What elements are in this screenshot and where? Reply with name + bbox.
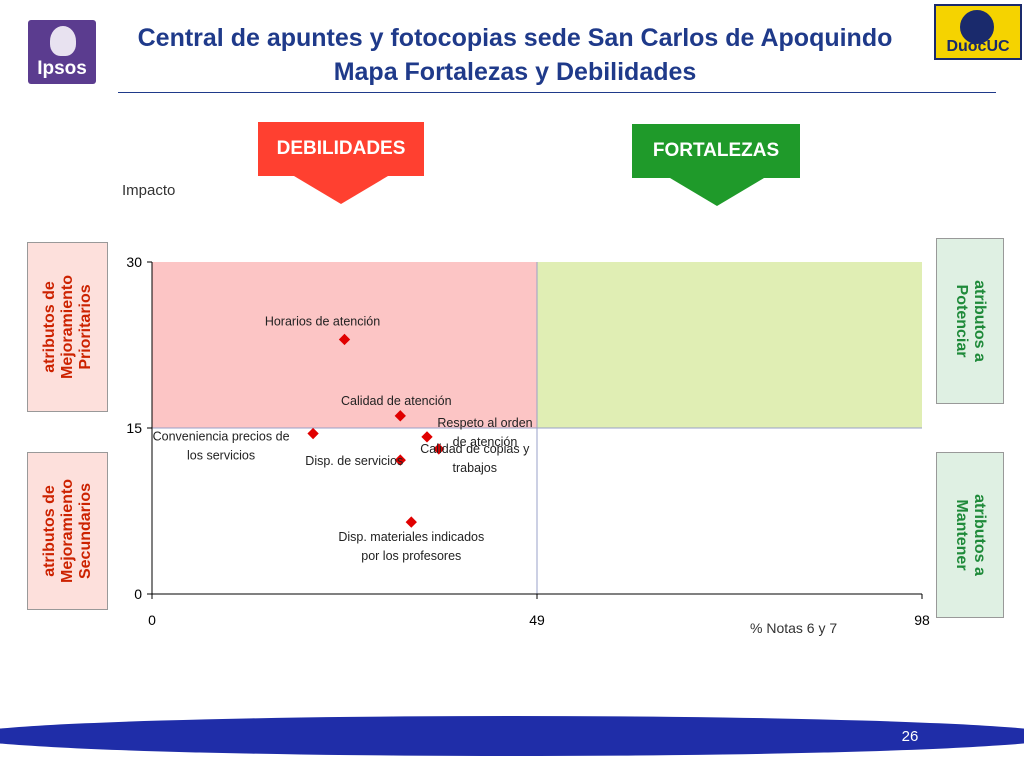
fortalezas-arrow-icon	[670, 178, 764, 206]
data-label: Respeto al orden de atención	[437, 416, 532, 449]
y-tick-label: 30	[126, 254, 142, 270]
x-tick-label: 49	[529, 612, 545, 628]
data-point	[421, 431, 433, 443]
x-axis-title: % Notas 6 y 7	[750, 620, 838, 636]
debilidades-arrow-icon	[294, 176, 388, 204]
data-point	[433, 443, 445, 455]
data-point	[394, 454, 406, 466]
mejoramiento-secundarios-box: atributos de Mejoramiento Secundarios	[27, 452, 108, 610]
x-tick-label: 0	[148, 612, 156, 628]
mantener-box: atributos a Mantener	[936, 452, 1004, 618]
data-point	[307, 427, 319, 440]
x-tick-label: 98	[914, 612, 930, 628]
data-label: Disp. de servicios	[305, 454, 403, 468]
strength-zone	[537, 262, 922, 428]
slide-subtitle: Mapa Fortalezas y Debilidades	[333, 58, 697, 86]
data-point	[405, 516, 417, 528]
y-axis-title: Impacto	[122, 182, 176, 199]
debilidades-banner: DEBILIDADES	[258, 122, 424, 176]
data-label: Disp. materiales indicados por los profes…	[338, 530, 484, 563]
duoc-logo: DuocUC	[934, 4, 1022, 60]
y-tick-label: 15	[126, 420, 142, 436]
data-point	[338, 333, 351, 346]
ipsos-logo: Ipsos	[28, 20, 96, 84]
duoc-seal-icon	[958, 8, 996, 46]
title-divider	[118, 92, 996, 93]
duoc-logo-text: DuocUC	[946, 38, 1010, 55]
fortalezas-banner: FORTALEZAS	[632, 124, 800, 178]
ipsos-head-icon	[50, 26, 76, 56]
mejoramiento-prioritarios-box: atributos de Mejoramiento Prioritarios	[27, 242, 108, 412]
data-label: Calidad de copias y trabajos	[420, 442, 530, 475]
data-label: Horarios de atención	[265, 314, 380, 328]
slide-title: Central de apuntes y fotocopias sede San…	[137, 24, 893, 52]
ipsos-logo-text: Ipsos	[37, 58, 87, 79]
data-label: Conveniencia precios de los servicios	[153, 430, 290, 463]
y-tick-label: 0	[134, 586, 142, 602]
page-number: 26	[901, 728, 919, 745]
potenciar-box: atributos a Potenciar	[936, 238, 1004, 404]
data-label: Calidad de atención	[341, 394, 452, 408]
data-point	[394, 410, 406, 422]
footer-bar	[0, 716, 1024, 756]
